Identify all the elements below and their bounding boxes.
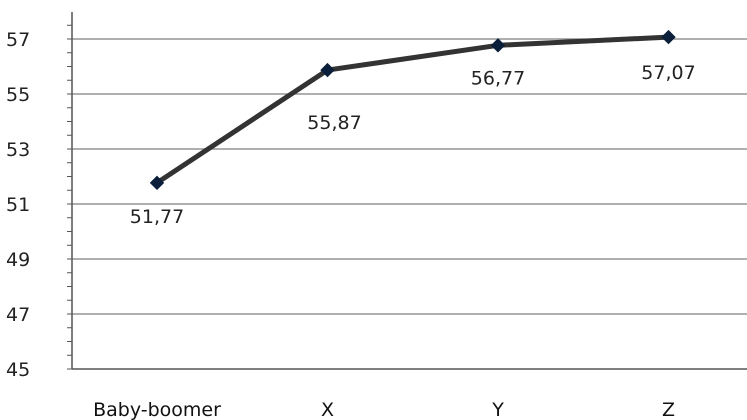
series-markers bbox=[149, 29, 676, 191]
axes bbox=[67, 12, 747, 370]
data-label-3: 57,07 bbox=[641, 62, 695, 84]
data-point-0 bbox=[149, 175, 165, 191]
x-axis-categories: Baby-boomer X Y Z bbox=[93, 399, 675, 420]
y-tick-label-53: 53 bbox=[6, 139, 30, 161]
gridlines bbox=[72, 38, 747, 315]
data-point-3 bbox=[661, 29, 676, 45]
series-line bbox=[154, 34, 671, 186]
data-label-2: 56,77 bbox=[471, 67, 525, 89]
y-tick-label-55: 55 bbox=[6, 84, 30, 106]
x-category-label-1: X bbox=[321, 399, 334, 420]
y-tick-label-47: 47 bbox=[6, 304, 30, 326]
y-tick-label-49: 49 bbox=[6, 249, 30, 271]
y-tick-label-51: 51 bbox=[6, 194, 30, 216]
data-labels: 51,77 55,87 56,77 57,07 bbox=[130, 62, 696, 228]
data-point-2 bbox=[490, 38, 506, 53]
y-axis-ticks: 45 47 49 51 53 55 57 bbox=[6, 29, 30, 381]
data-label-1: 55,87 bbox=[307, 112, 361, 134]
x-category-label-2: Y bbox=[491, 399, 504, 420]
y-tick-label-57: 57 bbox=[6, 29, 30, 51]
data-label-0: 51,77 bbox=[130, 206, 184, 228]
data-point-1 bbox=[320, 62, 335, 78]
x-category-label-0: Baby-boomer bbox=[93, 399, 221, 420]
y-tick-label-45: 45 bbox=[6, 359, 30, 381]
x-category-label-3: Z bbox=[662, 399, 675, 420]
series-line-path bbox=[154, 34, 671, 186]
